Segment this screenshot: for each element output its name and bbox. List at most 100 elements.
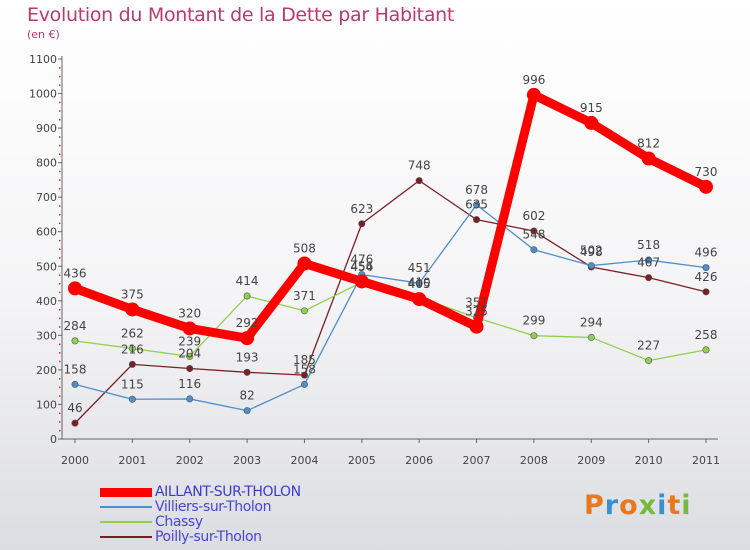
data-labels: 4363753202925084564053259969158127301581… bbox=[64, 73, 718, 415]
y-minor-tick bbox=[59, 429, 61, 432]
x-tick-label: 2007 bbox=[463, 454, 491, 467]
data-label: 294 bbox=[580, 315, 603, 329]
y-minor-tick bbox=[59, 291, 61, 294]
data-label: 227 bbox=[637, 339, 660, 353]
data-point bbox=[243, 407, 251, 415]
data-label: 284 bbox=[64, 319, 87, 333]
data-label: 454 bbox=[350, 260, 373, 274]
data-point bbox=[71, 337, 79, 345]
data-label: 678 bbox=[465, 183, 488, 197]
y-minor-tick bbox=[59, 118, 61, 121]
y-minor-tick bbox=[59, 222, 61, 225]
data-label: 82 bbox=[239, 389, 254, 403]
y-minor-tick bbox=[59, 326, 61, 328]
data-label: 325 bbox=[465, 305, 488, 319]
data-point bbox=[699, 179, 713, 194]
data-label: 812 bbox=[637, 136, 660, 150]
data-label: 158 bbox=[64, 362, 87, 376]
data-label: 451 bbox=[408, 261, 431, 275]
data-point bbox=[530, 227, 538, 235]
data-label: 292 bbox=[236, 316, 259, 330]
data-label: 467 bbox=[637, 256, 660, 270]
logo-letter: P bbox=[584, 490, 605, 521]
y-minor-tick bbox=[59, 75, 61, 78]
data-label: 204 bbox=[178, 347, 201, 361]
y-tick-label: 800 bbox=[36, 157, 57, 170]
y-minor-tick bbox=[59, 110, 61, 112]
y-tick-label: 1100 bbox=[29, 53, 57, 66]
data-label: 375 bbox=[121, 287, 144, 301]
y-minor-tick bbox=[59, 205, 61, 207]
data-label: 498 bbox=[580, 245, 603, 259]
y-minor-tick bbox=[59, 343, 61, 345]
y-minor-tick bbox=[59, 308, 61, 311]
y-tick-label: 300 bbox=[36, 329, 57, 342]
y-minor-tick bbox=[59, 239, 61, 242]
legend-swatch bbox=[100, 506, 152, 508]
data-point bbox=[473, 216, 481, 224]
data-label: 476 bbox=[350, 253, 373, 267]
data-label: 426 bbox=[695, 270, 718, 284]
data-point bbox=[300, 371, 308, 379]
y-minor-tick bbox=[59, 179, 61, 181]
data-label: 115 bbox=[121, 377, 144, 391]
y-minor-tick bbox=[59, 421, 61, 423]
logo-letter: o bbox=[619, 490, 639, 521]
y-minor-tick bbox=[59, 101, 61, 104]
data-label: 299 bbox=[522, 314, 545, 328]
data-point bbox=[68, 281, 82, 296]
data-label: 548 bbox=[522, 228, 545, 242]
y-minor-tick bbox=[59, 153, 61, 155]
data-label: 414 bbox=[236, 274, 259, 288]
data-label: 262 bbox=[121, 326, 144, 340]
data-label: 216 bbox=[121, 342, 144, 356]
data-point bbox=[71, 419, 79, 427]
y-tick-label: 900 bbox=[36, 122, 57, 135]
series-line bbox=[70, 90, 711, 343]
data-point bbox=[469, 319, 484, 334]
data-label: 258 bbox=[695, 328, 718, 342]
chart-unit: (en €) bbox=[27, 28, 60, 41]
y-minor-tick bbox=[59, 188, 61, 190]
y-minor-tick bbox=[59, 360, 61, 363]
data-label: 502 bbox=[580, 244, 603, 258]
y-minor-tick bbox=[59, 213, 61, 216]
data-point bbox=[71, 380, 79, 388]
legend-swatch bbox=[100, 521, 152, 523]
data-point bbox=[240, 331, 255, 346]
data-label: 371 bbox=[293, 289, 316, 303]
series-layer bbox=[68, 87, 713, 427]
data-point bbox=[584, 115, 599, 130]
data-point bbox=[473, 201, 481, 209]
series-line bbox=[74, 204, 707, 412]
y-minor-tick bbox=[59, 274, 61, 276]
data-label: 456 bbox=[350, 259, 373, 273]
data-point bbox=[412, 292, 427, 307]
data-point bbox=[128, 395, 136, 403]
y-tick-label: 600 bbox=[36, 226, 57, 239]
y-minor-tick bbox=[59, 317, 61, 320]
data-point bbox=[243, 292, 251, 300]
x-tick-label: 2001 bbox=[118, 454, 146, 467]
data-point bbox=[182, 321, 197, 336]
data-point bbox=[415, 177, 423, 185]
y-minor-tick bbox=[59, 84, 61, 86]
data-label: 320 bbox=[178, 306, 201, 320]
y-tick-label: 100 bbox=[36, 398, 57, 411]
data-label: 730 bbox=[695, 165, 718, 179]
y-tick-label: 400 bbox=[36, 295, 57, 308]
x-tick-label: 2010 bbox=[635, 454, 663, 467]
data-label: 185 bbox=[293, 353, 316, 367]
x-tick-label: 2002 bbox=[176, 454, 204, 467]
data-point bbox=[125, 302, 140, 317]
axes: 0 100 200 300 400 500 600 700 800 900 1000 1100 2000… bbox=[29, 53, 720, 467]
x-tick-label: 2000 bbox=[61, 454, 89, 467]
data-point bbox=[702, 264, 710, 272]
x-tick-label: 2008 bbox=[520, 454, 548, 467]
data-label: 239 bbox=[178, 334, 201, 348]
data-label: 623 bbox=[350, 202, 373, 216]
series-line bbox=[74, 179, 707, 424]
logo-letter: x bbox=[638, 490, 658, 521]
